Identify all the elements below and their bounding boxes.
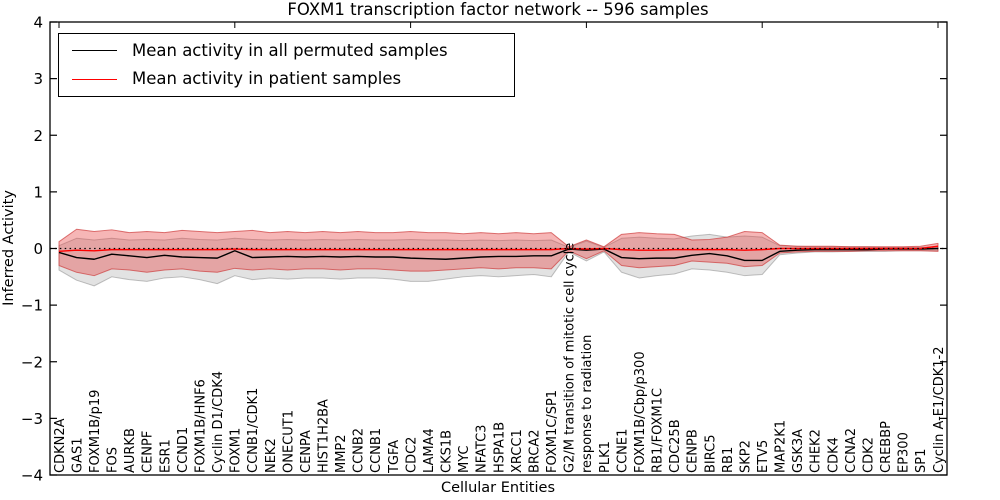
tick-labels-layer: −4 −3 −2 −1 0 1 2 3 4 CDKN2A GAS1 FOXM1B/p19 FOS AURK… — [21, 14, 947, 485]
x-tick-label: CCNA2 — [844, 428, 859, 473]
x-tick-label: PLK1 — [598, 441, 613, 473]
y-tick-label: −2 — [21, 353, 43, 371]
x-tick-label: CDC25B — [668, 419, 683, 473]
x-tick-label: ETV5 — [756, 440, 771, 473]
legend-item-permuted: Mean activity in all permuted samples — [72, 40, 514, 60]
x-tick-label: MAP2K1 — [774, 420, 789, 473]
x-tick-label: CREBBP — [879, 421, 894, 473]
x-tick-label: HSPA1B — [492, 422, 507, 473]
x-tick-label: EP300 — [897, 432, 912, 473]
series-line-patient — [58, 245, 939, 253]
series-line-permuted — [58, 247, 939, 262]
x-tick-label: CKS1B — [440, 430, 455, 473]
x-tick-label: CCNB2 — [352, 428, 367, 473]
x-tick-label: FOXM1C/SP1 — [545, 390, 560, 473]
legend-label-permuted: Mean activity in all permuted samples — [132, 40, 448, 60]
x-tick-label: FOS — [106, 447, 121, 473]
x-tick-label: AURKB — [123, 428, 138, 473]
x-tick-label: CDC2 — [404, 437, 419, 473]
bands-layer — [58, 228, 939, 287]
x-tick-label: CCNE1 — [615, 429, 630, 473]
x-tick-label: BIRC5 — [703, 435, 718, 474]
x-tick-label: ESR1 — [158, 439, 173, 473]
x-tick-label: FOXM1B/Cbp/p300 — [633, 351, 648, 473]
x-tick-label: FOXM1B/p19 — [88, 390, 103, 473]
x-tick-label: TGFA — [387, 440, 402, 474]
y-tick-label: −3 — [21, 410, 43, 428]
x-tick-label: GAS1 — [70, 438, 85, 474]
legend-label-patient: Mean activity in patient samples — [132, 69, 402, 88]
x-tick-label: Cyclin A-E1/CDK1-2 — [932, 346, 947, 473]
legend-line-sample-patient — [72, 78, 117, 80]
x-tick-label: G2/M transition of mitotic cell cycle — [563, 243, 578, 473]
x-axis-label: Cellular Entities — [441, 480, 555, 496]
x-tick-label: Cyclin D1/CDK4 — [211, 371, 226, 473]
x-tick-label: CCNB1 — [369, 428, 384, 473]
x-tick-label: XRCC1 — [510, 429, 525, 473]
legend-line-sample-permuted — [72, 50, 117, 52]
x-tick-label: CENPA — [299, 430, 314, 473]
x-tick-label: GSK3A — [791, 429, 806, 473]
x-tick-label: CDK2 — [861, 437, 876, 473]
x-tick-label: SP1 — [914, 449, 929, 473]
x-tick-label: SKP2 — [738, 440, 753, 473]
x-tick-label: BRCA2 — [527, 429, 542, 473]
x-tick-label: MYC — [457, 445, 472, 473]
y-tick-label: 3 — [33, 70, 43, 88]
series-lines-layer — [50, 245, 947, 262]
x-tick-label: CDK4 — [826, 437, 841, 473]
axes-layer — [49, 21, 948, 476]
x-tick-label: CHEK2 — [809, 429, 824, 473]
y-tick-label: 2 — [33, 127, 43, 145]
x-tick-label: HIST1H2BA — [317, 399, 332, 473]
band-patient — [58, 228, 939, 277]
x-tick-label: NEK2 — [264, 438, 279, 473]
x-tick-label: CCND1 — [176, 427, 191, 473]
x-tick-label: ONECUT1 — [281, 410, 296, 473]
legend-item-patient: Mean activity in patient samples — [72, 69, 514, 88]
x-tick-label: MMP2 — [334, 434, 349, 473]
x-tick-label: FOXM1 — [229, 428, 244, 473]
legend: Mean activity in all permuted samples Me… — [58, 33, 515, 97]
y-tick-label: −4 — [21, 467, 43, 485]
y-tick-label: 4 — [33, 14, 43, 32]
x-tick-label: CCNB1/CDK1 — [246, 388, 261, 473]
x-tick-label: CENPF — [141, 431, 156, 473]
y-axis-label: Inferred Activity — [1, 190, 17, 306]
x-tick-label: LAMA4 — [422, 428, 437, 473]
y-tick-label: 1 — [33, 183, 43, 201]
chart-title: FOXM1 transcription factor network -- 59… — [287, 0, 708, 19]
x-tick-label: NFATC3 — [475, 425, 490, 473]
y-tick-label: −1 — [21, 297, 43, 315]
y-tick-label: 0 — [33, 240, 43, 258]
x-tick-label: response to radiation — [580, 335, 595, 473]
x-tick-label: RB1 — [721, 447, 736, 473]
x-tick-label: RB1/FOXM1C — [651, 388, 666, 473]
x-tick-label: FOXM1B/HNF6 — [193, 379, 208, 473]
x-tick-label: CENPB — [686, 429, 701, 473]
x-tick-label: CDKN2A — [53, 418, 68, 473]
